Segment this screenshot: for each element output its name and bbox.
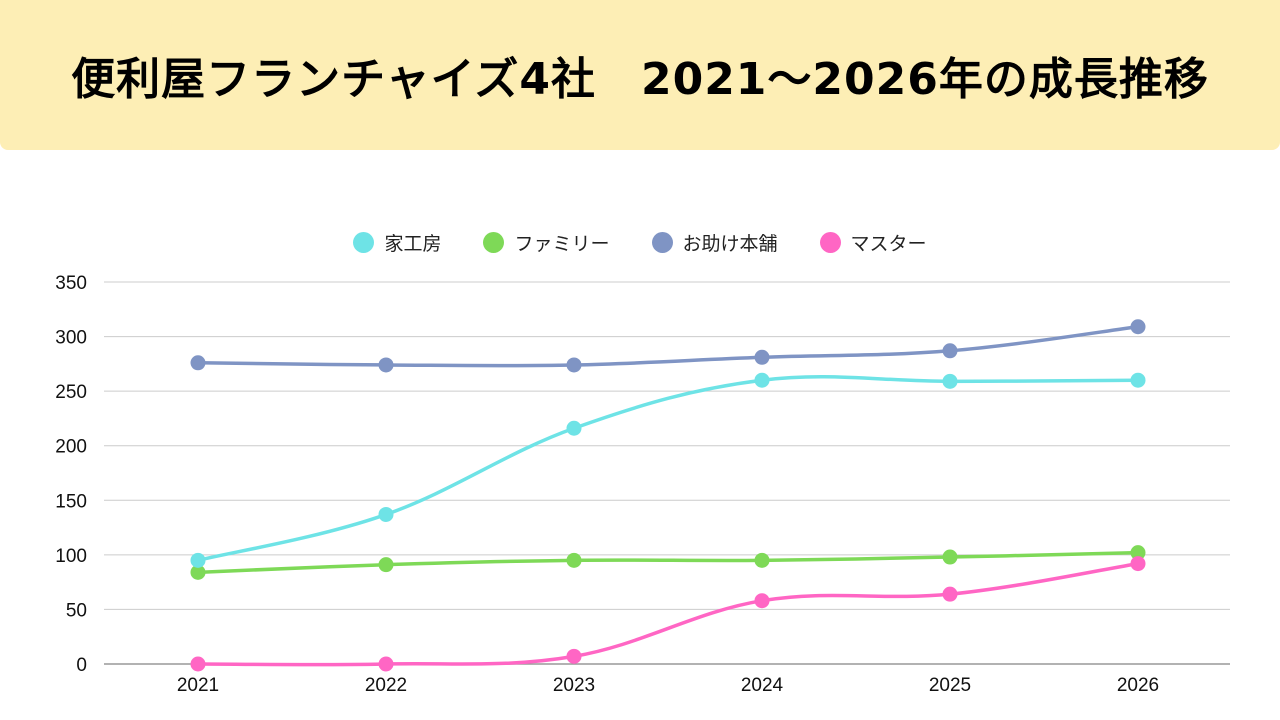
legend-swatch-family [483,231,505,253]
point-family-2022 [378,557,394,573]
series-line-otasuke [196,324,1140,368]
legend-item-master: マスター [819,229,927,256]
x-tick-label-2023: 2023 [553,675,595,696]
legend-swatch-master [819,231,841,253]
title-banner: 便利屋フランチャイズ4社 2021〜2026年の成長推移 [0,0,1280,150]
y-tick-label-250: 250 [55,382,87,403]
point-family-2023 [566,552,582,568]
y-tick-label-350: 350 [55,273,87,294]
legend-item-family: ファミリー [483,229,610,256]
point-master-2022 [378,656,394,672]
point-master-2025 [942,586,958,602]
point-kakobo-2021 [190,552,206,568]
legend-label-kakobo: 家工房 [384,232,442,255]
legend-label-otasuke: お助け本舗 [682,232,778,255]
point-master-2024 [754,593,770,609]
point-otasuke-2021 [190,355,206,371]
y-tick-label-50: 50 [66,600,87,621]
point-family-2025 [942,549,958,565]
point-family-2024 [754,552,770,568]
legend-item-kakobo: 家工房 [353,229,441,256]
y-tick-label-0: 0 [76,655,87,676]
page-title: 便利屋フランチャイズ4社 2021〜2026年の成長推移 [71,54,1209,105]
series-line-kakobo [196,375,1140,563]
series-line-family [196,550,1140,575]
legend-label-master: マスター [850,232,927,255]
x-tick-label-2021: 2021 [177,675,219,696]
series-line-master [196,561,1140,667]
x-tick-label-2022: 2022 [365,675,407,696]
point-otasuke-2026 [1130,319,1146,335]
point-otasuke-2023 [566,357,582,373]
point-kakobo-2024 [754,372,770,388]
point-master-2023 [566,648,582,664]
x-tick-label-2026: 2026 [1117,675,1159,696]
y-tick-label-100: 100 [55,546,87,567]
y-tick-label-200: 200 [55,437,87,458]
point-kakobo-2025 [942,373,958,389]
point-kakobo-2026 [1130,372,1146,388]
point-master-2026 [1130,556,1146,572]
legend-swatch-kakobo [353,231,375,253]
point-kakobo-2023 [566,420,582,436]
legend-label-family: ファミリー [514,232,610,255]
point-master-2021 [190,656,206,672]
x-tick-label-2025: 2025 [929,675,971,696]
point-kakobo-2022 [378,506,394,522]
point-otasuke-2025 [942,343,958,359]
point-family-2026 [1130,545,1146,561]
y-tick-label-150: 150 [55,491,87,512]
x-tick-label-2024: 2024 [741,675,784,696]
point-otasuke-2022 [378,357,394,373]
y-tick-label-300: 300 [55,328,87,349]
point-otasuke-2024 [754,349,770,365]
legend-swatch-otasuke [651,231,673,253]
legend-item-otasuke: お助け本舗 [651,229,778,256]
point-family-2021 [190,564,206,580]
chart-legend: 家工房 ファミリー お助け本舗 マスター [0,226,1280,258]
